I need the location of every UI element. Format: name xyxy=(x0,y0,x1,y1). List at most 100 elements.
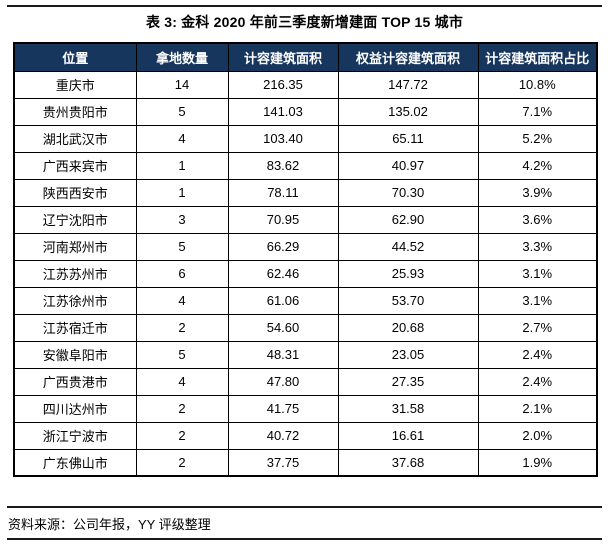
table-row: 江苏宿迁市 2 54.60 20.68 2.7% xyxy=(13,313,598,342)
table-cell: 1 xyxy=(135,178,229,207)
source-note: 资料来源：公司年报，YY 评级整理 xyxy=(8,517,211,532)
top-divider xyxy=(7,5,602,7)
table-cell: 31.58 xyxy=(337,394,479,423)
table-title: 表 3: 金科 2020 年前三季度新增建面 TOP 15 城市 xyxy=(145,14,464,30)
table-cell: 141.03 xyxy=(227,97,339,126)
table-cell: 3 xyxy=(135,205,229,234)
table-cell: 5.2% xyxy=(477,124,598,153)
table-cell: 江苏苏州市 xyxy=(13,259,137,288)
table-cell: 37.68 xyxy=(337,448,479,477)
table-cell: 135.02 xyxy=(337,97,479,126)
table-cell: 20.68 xyxy=(337,313,479,342)
table-row: 浙江宁波市 2 40.72 16.61 2.0% xyxy=(13,421,598,450)
table-row: 四川达州市 2 41.75 31.58 2.1% xyxy=(13,394,598,423)
table-cell: 3.3% xyxy=(477,232,598,261)
table-cell: 4 xyxy=(135,367,229,396)
table-cell: 6 xyxy=(135,259,229,288)
column-header: 计容建筑面积 xyxy=(227,42,339,72)
table-row: 湖北武汉市 4 103.40 65.11 5.2% xyxy=(13,124,598,153)
table-cell: 4 xyxy=(135,124,229,153)
table-cell: 重庆市 xyxy=(13,70,137,99)
table-cell: 2 xyxy=(135,394,229,423)
table-cell: 7.1% xyxy=(477,97,598,126)
top15-cities-table: 位置 拿地数量 计容建筑面积 权益计容建筑面积 计容建筑面积占比 重庆市 14 216.35… xyxy=(13,42,598,477)
table-header-row: 位置 拿地数量 计容建筑面积 权益计容建筑面积 计容建筑面积占比 xyxy=(13,42,598,72)
table-cell: 40.72 xyxy=(227,421,339,450)
table-cell: 广西贵港市 xyxy=(13,367,137,396)
table-row: 江苏徐州市 4 61.06 53.70 3.1% xyxy=(13,286,598,315)
table-cell: 61.06 xyxy=(227,286,339,315)
table-cell: 3.9% xyxy=(477,178,598,207)
table-cell: 37.75 xyxy=(227,448,339,477)
table-cell: 27.35 xyxy=(337,367,479,396)
table-cell: 2.4% xyxy=(477,367,598,396)
table-cell: 2.7% xyxy=(477,313,598,342)
column-header: 位置 xyxy=(13,42,137,72)
table-cell: 江苏宿迁市 xyxy=(13,313,137,342)
table-row: 广西来宾市 1 83.62 40.97 4.2% xyxy=(13,151,598,180)
table-cell: 贵州贵阳市 xyxy=(13,97,137,126)
table-cell: 2.0% xyxy=(477,421,598,450)
table-cell: 3.1% xyxy=(477,286,598,315)
table-cell: 54.60 xyxy=(227,313,339,342)
table-cell: 1.9% xyxy=(477,448,598,477)
bottom-divider xyxy=(7,538,602,540)
table-row: 陕西西安市 1 78.11 70.30 3.9% xyxy=(13,178,598,207)
table-cell: 70.95 xyxy=(227,205,339,234)
table-cell: 5 xyxy=(135,340,229,369)
table-cell: 78.11 xyxy=(227,178,339,207)
table-cell: 2 xyxy=(135,421,229,450)
table-cell: 83.62 xyxy=(227,151,339,180)
table-cell: 4 xyxy=(135,286,229,315)
column-header: 计容建筑面积占比 xyxy=(477,42,598,72)
table-cell: 216.35 xyxy=(227,70,339,99)
table-cell: 4.2% xyxy=(477,151,598,180)
table-cell: 16.61 xyxy=(337,421,479,450)
table-row: 广西贵港市 4 47.80 27.35 2.4% xyxy=(13,367,598,396)
table-cell: 5 xyxy=(135,97,229,126)
table-row: 贵州贵阳市 5 141.03 135.02 7.1% xyxy=(13,97,598,126)
table-cell: 江苏徐州市 xyxy=(13,286,137,315)
table-row: 重庆市 14 216.35 147.72 10.8% xyxy=(13,70,598,99)
table-cell: 湖北武汉市 xyxy=(13,124,137,153)
table-body: 重庆市 14 216.35 147.72 10.8% 贵州贵阳市 5 141.03 135.02… xyxy=(13,70,598,477)
table-cell: 5 xyxy=(135,232,229,261)
table-row: 江苏苏州市 6 62.46 25.93 3.1% xyxy=(13,259,598,288)
table-cell: 2 xyxy=(135,313,229,342)
table-cell: 陕西西安市 xyxy=(13,178,137,207)
table-cell: 103.40 xyxy=(227,124,339,153)
table-cell: 70.30 xyxy=(337,178,479,207)
table-cell: 浙江宁波市 xyxy=(13,421,137,450)
table-row: 安徽阜阳市 5 48.31 23.05 2.4% xyxy=(13,340,598,369)
table-cell: 147.72 xyxy=(337,70,479,99)
table-cell: 广东佛山市 xyxy=(13,448,137,477)
table-cell: 10.8% xyxy=(477,70,598,99)
table-cell: 25.93 xyxy=(337,259,479,288)
table-cell: 四川达州市 xyxy=(13,394,137,423)
table-cell: 1 xyxy=(135,151,229,180)
footer-divider xyxy=(7,506,602,508)
table-cell: 河南郑州市 xyxy=(13,232,137,261)
table-row: 河南郑州市 5 66.29 44.52 3.3% xyxy=(13,232,598,261)
table-cell: 广西来宾市 xyxy=(13,151,137,180)
table-cell: 53.70 xyxy=(337,286,479,315)
table-cell: 41.75 xyxy=(227,394,339,423)
table-row: 广东佛山市 2 37.75 37.68 1.9% xyxy=(13,448,598,477)
column-header: 权益计容建筑面积 xyxy=(337,42,479,72)
table-cell: 3.1% xyxy=(477,259,598,288)
table-cell: 62.90 xyxy=(337,205,479,234)
table-cell: 48.31 xyxy=(227,340,339,369)
table-cell: 62.46 xyxy=(227,259,339,288)
table-cell: 3.6% xyxy=(477,205,598,234)
table-cell: 2 xyxy=(135,448,229,477)
table-cell: 23.05 xyxy=(337,340,479,369)
table-cell: 2.1% xyxy=(477,394,598,423)
table-cell: 47.80 xyxy=(227,367,339,396)
table-cell: 66.29 xyxy=(227,232,339,261)
table-cell: 2.4% xyxy=(477,340,598,369)
table-row: 辽宁沈阳市 3 70.95 62.90 3.6% xyxy=(13,205,598,234)
table-cell: 44.52 xyxy=(337,232,479,261)
table-cell: 65.11 xyxy=(337,124,479,153)
column-header: 拿地数量 xyxy=(135,42,229,72)
table-cell: 安徽阜阳市 xyxy=(13,340,137,369)
